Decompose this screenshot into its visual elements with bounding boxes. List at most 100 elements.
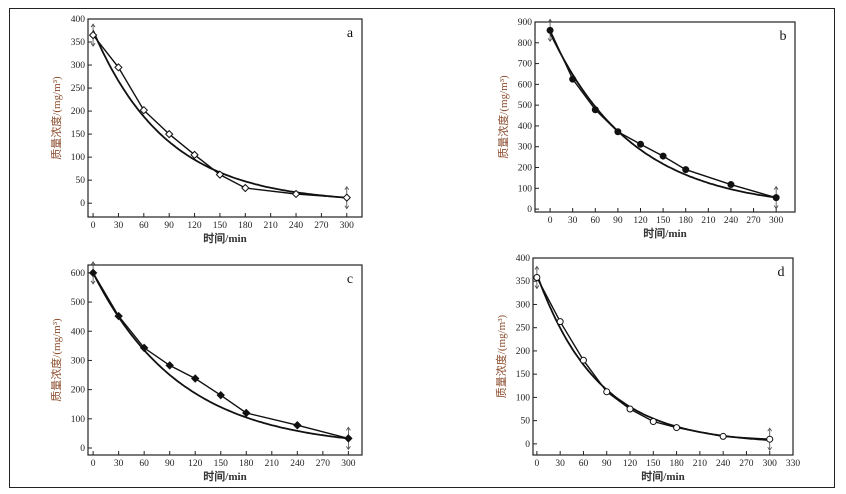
y-tick-label: 200 [71, 386, 86, 396]
data-point [727, 181, 735, 189]
y-tick-label: 0 [527, 205, 532, 215]
data-point [626, 405, 634, 413]
plot-area-frame [87, 264, 363, 456]
y-tick-label: 150 [516, 370, 531, 380]
plot-area-frame [534, 21, 796, 213]
error-bar-cap [547, 18, 553, 43]
y-tick-label: 100 [518, 184, 533, 194]
y-tick-label: 200 [516, 347, 531, 357]
x-tick-label: 150 [656, 216, 671, 226]
data-point [114, 311, 123, 321]
y-tick-label: 0 [80, 199, 85, 209]
error-bar-cap [90, 261, 96, 285]
x-tick-label: 240 [716, 459, 731, 469]
plot-area-frame [87, 18, 363, 218]
x-tick-label: 270 [739, 459, 754, 469]
data-point [139, 343, 149, 353]
x-tick-label: 60 [591, 216, 601, 226]
panel-letter: a [347, 26, 354, 41]
panel-letter: c [347, 272, 353, 287]
y-tick-label: 0 [80, 444, 85, 454]
error-bar-cap [90, 23, 96, 47]
y-tick-label: 800 [518, 39, 533, 49]
data-point [342, 193, 351, 202]
x-tick-label: 210 [701, 216, 716, 226]
y-tick-label: 900 [518, 18, 533, 28]
x-tick-label: 30 [114, 459, 124, 469]
x-tick-label: 90 [602, 459, 612, 469]
fit-curve [536, 273, 770, 441]
panel-a: 0 30 60 90 120 150 180 210 240 270 300 0 50 100 150 200… [49, 15, 363, 245]
error-bar-cap [534, 265, 540, 290]
data-point [533, 274, 541, 282]
y-tick-label: 400 [71, 327, 86, 337]
y-axis-label: 质量浓度/(mg/m³) [496, 75, 510, 159]
x-tick-label: 210 [265, 459, 280, 469]
error-bar-cap [344, 185, 350, 210]
data-point [546, 26, 554, 34]
y-tick-label: 400 [518, 122, 533, 132]
x-tick-label: 270 [316, 459, 331, 469]
x-tick-label: 300 [340, 221, 355, 231]
x-tick-label: 30 [568, 216, 578, 226]
y-tick-label: 600 [71, 269, 86, 279]
x-tick-label: 150 [646, 459, 661, 469]
data-point [191, 374, 200, 383]
y-axis-label: 质量浓度/(mg/m³) [49, 76, 63, 160]
data-point [682, 166, 690, 174]
x-tick-label: 240 [290, 459, 305, 469]
y-axis-label: 质量浓度/(mg/m³) [494, 314, 508, 398]
x-tick-label: 180 [669, 459, 684, 469]
y-tick-label: 350 [516, 277, 531, 287]
y-tick-label: 250 [516, 324, 531, 334]
data-point [293, 421, 302, 430]
panel-letter: b [780, 29, 787, 44]
x-tick-label: 0 [535, 459, 540, 469]
panel-letter: d [778, 265, 785, 280]
x-tick-label: 180 [239, 459, 254, 469]
data-point [772, 194, 780, 202]
x-tick-label: 120 [187, 221, 202, 231]
x-tick-label: 0 [548, 216, 553, 226]
data-point [242, 408, 251, 418]
data-point [556, 318, 564, 326]
x-tick-label: 300 [769, 216, 784, 226]
error-bar-cap [767, 427, 773, 451]
error-bar-cap [346, 426, 351, 451]
x-tick-label: 60 [579, 459, 589, 469]
data-point [164, 129, 174, 139]
figure-frame [9, 8, 835, 488]
y-tick-label: 0 [525, 440, 530, 450]
data-point [344, 434, 353, 443]
y-tick-label: 400 [71, 15, 86, 25]
y-tick-label: 300 [71, 356, 86, 366]
x-tick-label: 300 [763, 459, 778, 469]
data-point [719, 432, 727, 440]
x-tick-label: 240 [724, 216, 739, 226]
x-tick-label: 240 [289, 221, 304, 231]
x-tick-label: 30 [555, 459, 565, 469]
data-point [190, 150, 199, 160]
x-tick-label: 90 [613, 216, 623, 226]
data-point [591, 106, 599, 114]
y-tick-label: 200 [518, 164, 533, 174]
data-point [659, 152, 667, 160]
y-tick-label: 50 [521, 417, 531, 427]
data-point [215, 170, 225, 179]
x-tick-label: 120 [623, 459, 638, 469]
data-point [603, 388, 611, 396]
x-tick-label: 150 [214, 459, 229, 469]
x-tick-label: 210 [693, 459, 708, 469]
measured-line [536, 277, 770, 440]
data-point [114, 63, 123, 72]
data-point [637, 140, 645, 148]
y-tick-label: 150 [71, 130, 86, 140]
x-tick-label: 120 [633, 216, 648, 226]
y-tick-label: 300 [516, 300, 531, 310]
x-tick-label: 150 [213, 221, 228, 231]
x-tick-label: 300 [341, 459, 356, 469]
y-tick-label: 50 [76, 176, 86, 186]
y-tick-label: 100 [71, 153, 86, 163]
data-point [569, 75, 577, 83]
measured-line [92, 272, 349, 440]
